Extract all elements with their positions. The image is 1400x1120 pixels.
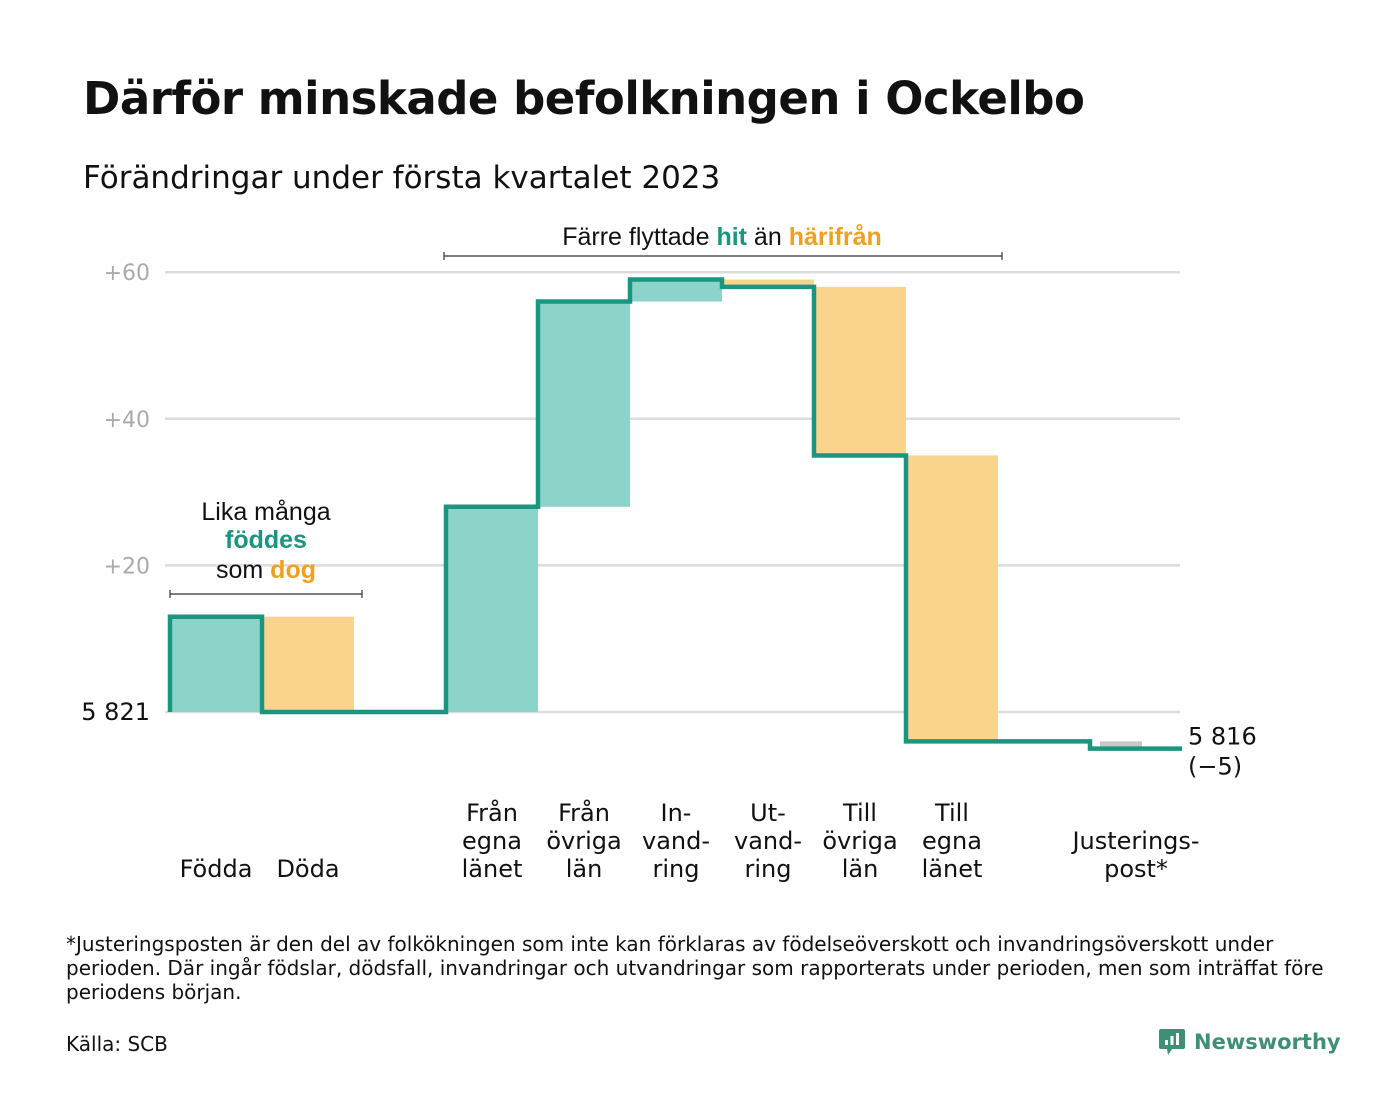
bar-6 xyxy=(722,279,814,287)
annotation-0-line-1: föddes xyxy=(225,526,307,554)
category-label-5-2: ring xyxy=(653,855,700,883)
start-value-label: 5 821 xyxy=(81,698,150,726)
annotation-0-segment-2-1: dog xyxy=(270,556,316,584)
annotation-0-line-2: som dog xyxy=(216,556,316,584)
bar-1 xyxy=(262,616,354,712)
category-label-7-1: övriga xyxy=(822,827,897,855)
category-label-1-0: Döda xyxy=(276,855,339,883)
category-label-8-0: Till xyxy=(934,799,969,827)
y-tick-label-2: +60 xyxy=(104,261,150,286)
annotation-1-segment-0-3: härifrån xyxy=(789,223,882,251)
bar-5 xyxy=(630,279,722,302)
annotation-0-segment-2-0: som xyxy=(216,556,270,584)
category-label-8-2: länet xyxy=(922,855,983,883)
chart-title: Därför minskade befolkningen i Ockelbo xyxy=(83,72,1085,125)
category-label-3-2: länet xyxy=(462,855,523,883)
annotation-0-line-0: Lika många xyxy=(201,498,330,526)
category-label-5-0: In- xyxy=(661,799,692,827)
category-label-10-0: Justerings- xyxy=(1070,827,1199,855)
brand-name: Newsworthy xyxy=(1194,1030,1341,1054)
category-label-5-1: vand- xyxy=(642,827,710,855)
annotation-1-segment-0-0: Färre flyttade xyxy=(562,223,716,251)
annotation-0-segment-1-0: föddes xyxy=(225,526,307,554)
footnote: *Justeringsposten är den del av folkökni… xyxy=(66,932,1324,1004)
bar-4 xyxy=(538,301,630,507)
category-label-6-1: vand- xyxy=(734,827,802,855)
step-line xyxy=(167,277,1182,751)
category-label-4-0: Från xyxy=(558,798,610,827)
y-tick-label-0: +20 xyxy=(104,554,150,579)
category-label-0-0: Födda xyxy=(180,855,253,883)
category-label-4-1: övriga xyxy=(546,827,621,855)
brand-logo: Newsworthy xyxy=(1158,1027,1341,1057)
y-tick-label-1: +40 xyxy=(104,408,150,433)
annotation-1-segment-0-2: än xyxy=(747,223,789,251)
bar-8 xyxy=(906,455,998,742)
chart-subtitle: Förändringar under första kvartalet 2023 xyxy=(83,160,721,196)
category-label-3-0: Från xyxy=(466,798,518,827)
category-label-6-0: Ut- xyxy=(750,799,786,827)
newsworthy-logo-icon xyxy=(1159,1029,1185,1055)
category-label-4-2: län xyxy=(566,855,603,883)
annotation-1-segment-0-1: hit xyxy=(716,223,747,251)
end-value-label-0: 5 816 xyxy=(1188,723,1257,751)
category-label-10-1: post* xyxy=(1104,855,1168,883)
category-label-3-1: egna xyxy=(462,827,522,855)
annotation-1-line-0: Färre flyttade hit än härifrån xyxy=(562,223,882,251)
annotation-0-segment-0-0: Lika många xyxy=(201,498,330,526)
bar-7 xyxy=(814,286,906,456)
category-label-7-2: län xyxy=(842,855,879,883)
end-value-label-1: (−5) xyxy=(1188,753,1242,781)
bar-10 xyxy=(1100,741,1142,749)
source-text: Källa: SCB xyxy=(66,1032,168,1056)
bar-3 xyxy=(446,506,538,712)
category-label-6-2: ring xyxy=(745,855,792,883)
category-label-7-0: Till xyxy=(842,799,877,827)
category-label-8-1: egna xyxy=(922,827,982,855)
bar-0 xyxy=(170,616,262,712)
